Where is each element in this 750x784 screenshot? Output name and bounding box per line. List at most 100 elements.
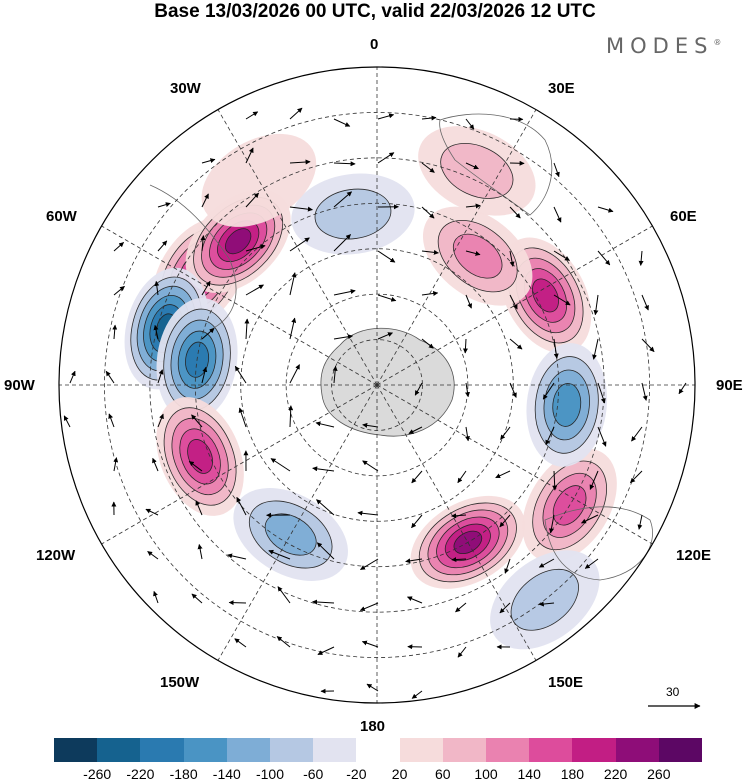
reference-vector-label: 30 xyxy=(666,685,679,699)
lon-label-150w: 150W xyxy=(160,674,199,691)
wind-arrow xyxy=(630,471,642,483)
wind-arrow xyxy=(246,112,258,119)
wind-arrow xyxy=(290,406,291,427)
wind-arrow xyxy=(632,427,643,441)
wind-arrow xyxy=(277,637,290,648)
wind-arrow xyxy=(422,207,434,218)
wind-arrow xyxy=(363,461,378,471)
colorbar xyxy=(54,738,702,762)
colorbar-swatch xyxy=(313,738,356,762)
wind-arrow xyxy=(153,458,158,471)
wind-arrow xyxy=(360,603,378,610)
wind-arrow xyxy=(290,318,295,339)
wind-arrow xyxy=(408,597,423,603)
wind-arrow xyxy=(154,591,158,603)
wind-arrow xyxy=(229,603,246,604)
wind-arrow xyxy=(192,594,202,603)
wind-arrow xyxy=(199,545,202,560)
wind-arrow xyxy=(228,555,246,559)
lon-label-60e: 60E xyxy=(670,208,697,225)
wind-arrow xyxy=(114,242,124,251)
colorbar-tick-label: -100 xyxy=(256,766,284,782)
wind-arrow xyxy=(278,587,290,603)
wind-arrow xyxy=(595,295,598,315)
wind-arrow xyxy=(456,603,467,612)
wind-arrow xyxy=(290,238,309,251)
lon-label-30e: 30E xyxy=(548,80,575,97)
wind-arrow xyxy=(361,559,379,570)
colorbar-tick-label: -220 xyxy=(126,766,154,782)
colorbar-swatch xyxy=(97,738,140,762)
colorbar-tick-label: -260 xyxy=(83,766,111,782)
colorbar-tick-label: -140 xyxy=(213,766,241,782)
wind-arrow xyxy=(598,207,613,212)
lon-label-120e: 120E xyxy=(676,547,711,564)
wind-arrow xyxy=(316,423,334,427)
wind-arrow xyxy=(271,459,290,472)
lon-label-180: 180 xyxy=(360,718,385,735)
colorbar-tick-label: 140 xyxy=(518,766,541,782)
colorbar-swatch xyxy=(227,738,270,762)
wind-arrow xyxy=(114,286,125,295)
wind-arrow xyxy=(554,207,561,222)
wind-arrow xyxy=(641,251,642,265)
colorbar-swatch xyxy=(572,738,615,762)
lon-label-60w: 60W xyxy=(46,208,77,225)
wind-arrow xyxy=(465,339,466,353)
wind-arrow xyxy=(114,325,115,339)
wind-arrow xyxy=(313,468,334,471)
wind-arrow xyxy=(458,647,466,657)
wind-arrow xyxy=(642,383,646,400)
wind-arrow xyxy=(466,427,468,441)
wind-arrow xyxy=(334,119,350,126)
wind-arrow xyxy=(412,471,422,483)
wind-arrow xyxy=(367,684,378,691)
brand-text: MODES xyxy=(606,34,713,58)
wind-arrow xyxy=(246,285,264,295)
lon-label-150e: 150E xyxy=(548,674,583,691)
colorbar-swatch xyxy=(616,738,659,762)
brand-mark: ® xyxy=(713,38,721,47)
colorbar-tick-label: 180 xyxy=(561,766,584,782)
lon-label-30w: 30W xyxy=(170,80,201,97)
wind-arrow xyxy=(318,647,334,655)
colorbar-tick-label: -60 xyxy=(303,766,323,782)
wind-arrow xyxy=(64,416,70,427)
wind-arrow xyxy=(594,339,598,359)
wind-arrow xyxy=(158,241,167,251)
wind-arrow xyxy=(496,471,510,478)
wind-arrow xyxy=(362,642,378,648)
wind-arrow xyxy=(412,691,422,699)
wind-arrow xyxy=(598,251,610,265)
colorbar-swatch xyxy=(659,738,702,762)
colorbar-tick-label: 60 xyxy=(435,766,451,782)
wind-arrow xyxy=(334,163,355,164)
wind-arrow xyxy=(554,163,559,177)
colorbar-swatch xyxy=(486,738,529,762)
colorbar-swatch xyxy=(529,738,572,762)
colorbar-tick-label: 20 xyxy=(392,766,408,782)
lon-label-90e: 90E xyxy=(716,377,743,394)
wind-arrow xyxy=(158,203,170,207)
wind-arrow xyxy=(70,371,75,383)
wind-arrow xyxy=(106,371,114,383)
colorbar-swatch xyxy=(356,738,399,762)
colorbar-tick-label: 100 xyxy=(474,766,497,782)
wind-arrow xyxy=(639,515,642,529)
colorbar-tick-label: -20 xyxy=(346,766,366,782)
colorbar-tick-label: 260 xyxy=(647,766,670,782)
chart-title: Base 13/03/2026 00 UTC, valid 22/03/2026… xyxy=(0,0,750,24)
wind-arrow xyxy=(334,291,355,295)
wind-arrow xyxy=(246,319,247,339)
wind-arrow xyxy=(313,602,334,603)
colorbar-swatch xyxy=(184,738,227,762)
wind-arrow xyxy=(378,115,394,119)
wind-arrow xyxy=(202,159,215,163)
wind-arrow xyxy=(358,513,378,515)
wind-arrow xyxy=(290,108,302,119)
wind-arrow xyxy=(235,639,246,647)
colorbar-swatch xyxy=(140,738,183,762)
wind-arrow xyxy=(290,365,300,383)
